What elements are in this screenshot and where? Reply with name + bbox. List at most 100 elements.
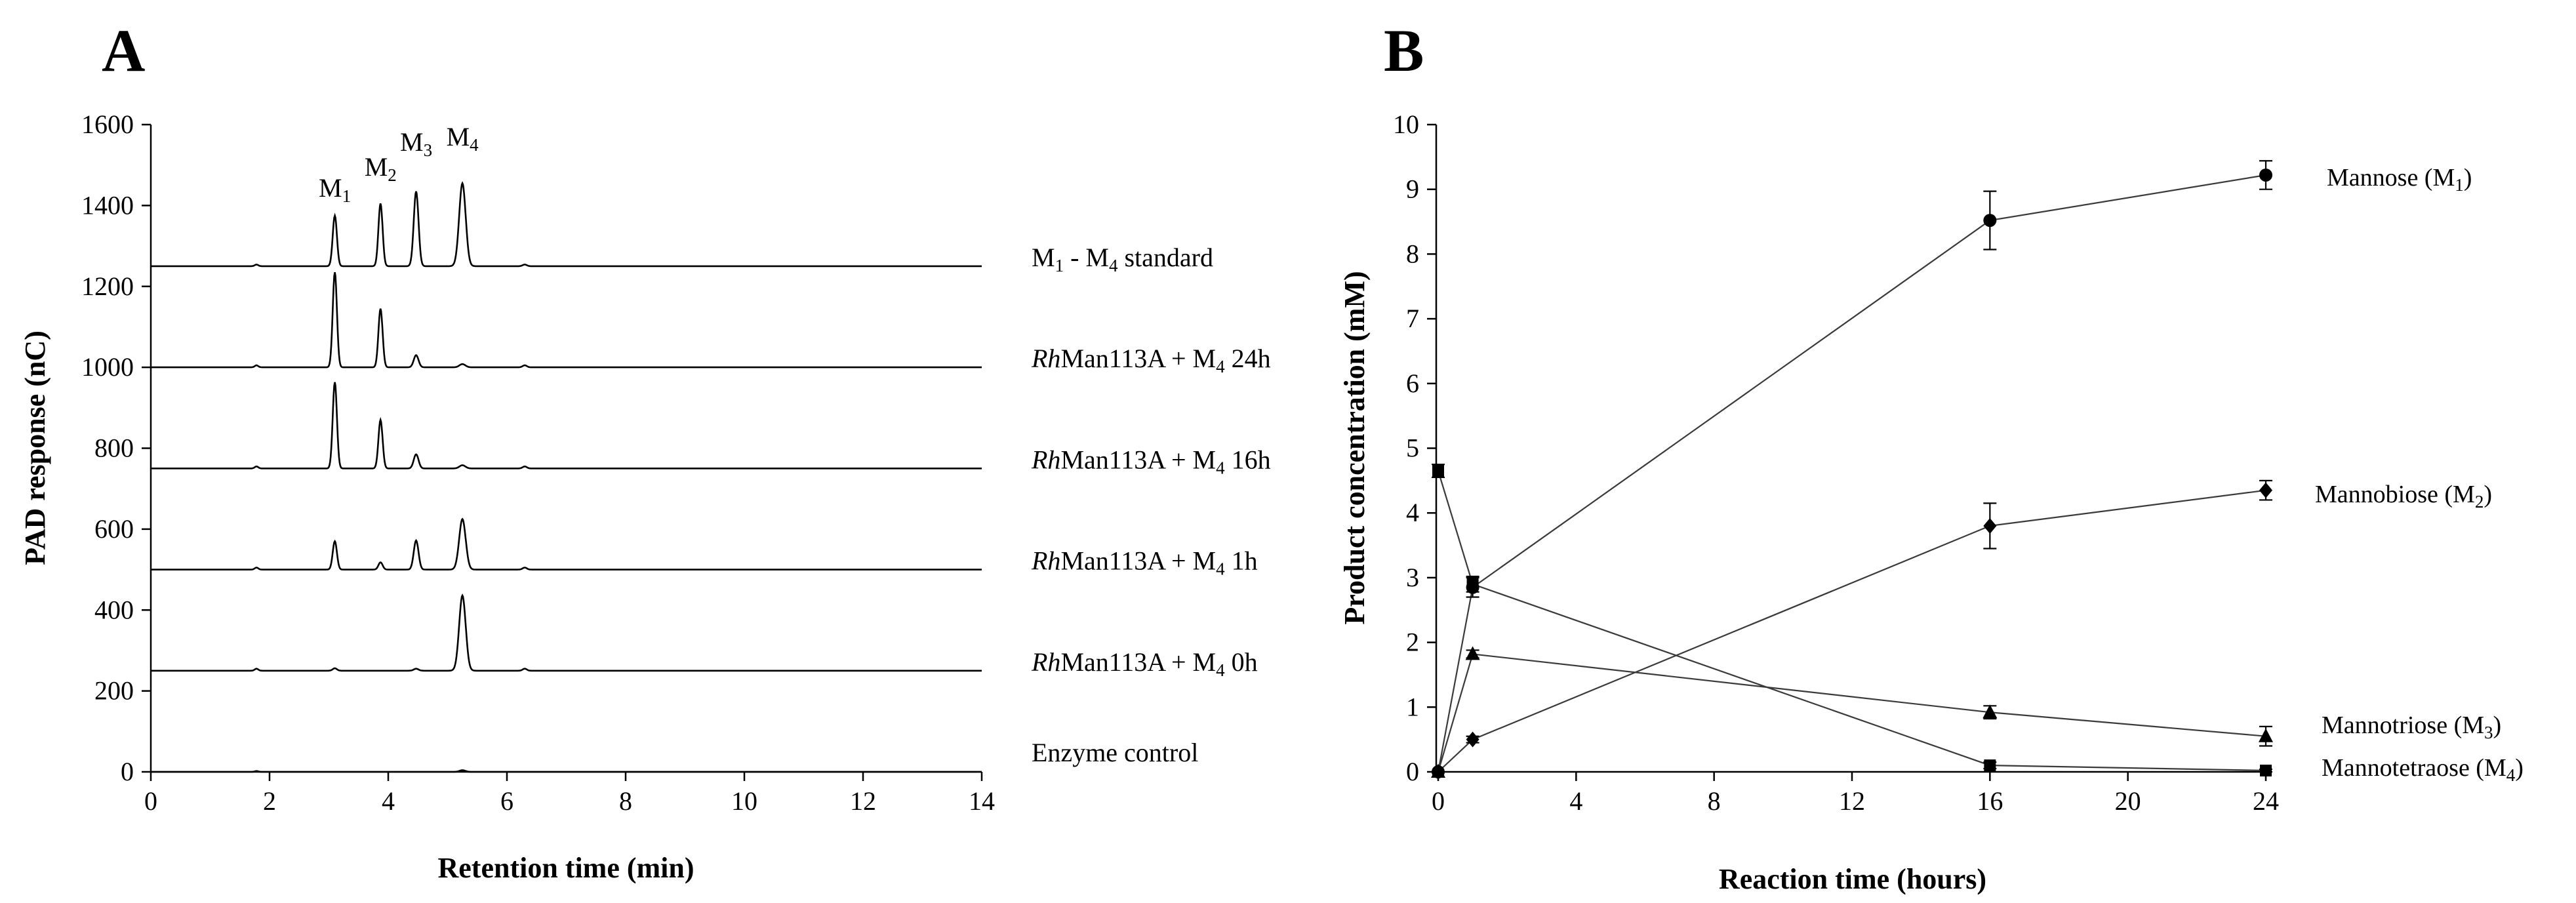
circle-marker — [2259, 168, 2272, 182]
x-tick-label: 12 — [850, 786, 876, 816]
x-tick-label: 24 — [2253, 786, 2279, 816]
chromatogram-trace — [151, 769, 982, 773]
trace-label-part: 1 — [1055, 255, 1064, 275]
trace-label-part: standard — [1117, 243, 1213, 272]
series-label: Mannotriose (M3) — [2322, 712, 2501, 742]
trace-label: RhMan113A + M4 16h — [1031, 445, 1271, 477]
y-tick-label: 600 — [94, 514, 134, 544]
peak-label-part: 2 — [388, 165, 397, 185]
series-label-part: 4 — [2506, 765, 2516, 785]
x-tick-label: 8 — [619, 786, 632, 816]
panel-a-x-ticks: 0 2 4 6 8 10 12 14 — [144, 772, 995, 816]
trace-label-part: Enzyme control — [1032, 738, 1198, 767]
series-line — [1438, 489, 2266, 773]
peak-label-part: M — [365, 152, 388, 182]
panel-b-x-ticks: 0 4 8 12 16 20 24 — [1432, 772, 2279, 816]
y-tick-label: 7 — [1406, 304, 1419, 333]
series-label-part: Mannotetraose (M — [2322, 754, 2506, 782]
y-tick-label: 5 — [1406, 433, 1419, 463]
trace-label-part: 4 — [1109, 255, 1118, 275]
panel-a: A 0 200 400 600 800 1000 1200 1400 1600 0 2 4 6 8 10 1… — [19, 17, 1271, 884]
x-tick-label: 0 — [144, 786, 157, 816]
peak-label: M2 — [365, 152, 397, 185]
series-label-part: ) — [2493, 712, 2502, 739]
x-tick-label: 2 — [263, 786, 276, 816]
trace-label-part: - M — [1064, 243, 1109, 272]
series-line — [1437, 653, 2266, 773]
trace-label: RhMan113A + M4 1h — [1031, 546, 1258, 579]
diamond-marker — [1466, 731, 1479, 748]
peak-label-part: 3 — [424, 140, 433, 160]
series-label-part: Mannose (M — [2327, 164, 2455, 191]
chromatogram-trace — [151, 593, 982, 672]
series-line — [1437, 470, 2266, 772]
y-tick-label: 8 — [1406, 239, 1419, 268]
y-tick-label: 1 — [1406, 692, 1419, 721]
triangle-marker — [1431, 764, 1445, 778]
panel-a-y-ticks: 0 200 400 600 800 1000 1200 1400 1600 — [81, 110, 151, 786]
panel-b-letter: B — [1384, 17, 1424, 84]
y-tick-label: 400 — [94, 595, 134, 624]
trace-label: RhMan113A + M4 24h — [1031, 344, 1271, 376]
trace-label-part: 4 — [1216, 458, 1225, 477]
trace-label: Enzyme control — [1032, 738, 1198, 767]
trace-label-part: M — [1032, 243, 1055, 272]
trace-label-part: 1h — [1225, 546, 1258, 576]
y-tick-label: 6 — [1406, 369, 1419, 398]
x-tick-label: 4 — [1569, 786, 1582, 816]
y-tick-label: 9 — [1406, 174, 1419, 204]
series-label: Mannobiose (M2) — [2315, 481, 2492, 512]
trace-label: RhMan113A + M4 0h — [1031, 647, 1258, 680]
y-tick-label: 200 — [94, 676, 134, 706]
chromatogram-trace — [151, 181, 982, 268]
x-tick-label: 16 — [1977, 786, 2003, 816]
diamond-marker — [2259, 482, 2272, 498]
circle-marker — [1983, 214, 1997, 228]
series-line — [1437, 174, 2266, 773]
panel-b-y-ticks: 0 1 2 3 4 5 6 7 8 9 10 — [1393, 110, 1436, 786]
x-tick-label: 12 — [1839, 786, 1865, 816]
peak-label-part: M — [319, 173, 342, 203]
series-label-part: 3 — [2484, 723, 2493, 742]
trace-label-part: 0h — [1225, 647, 1258, 677]
peak-label: M4 — [447, 122, 479, 155]
series-label-part: ) — [2515, 754, 2524, 782]
trace-label-part: Rh — [1031, 445, 1060, 474]
chromatogram-trace — [151, 382, 982, 470]
peak-label-part: M — [447, 122, 470, 151]
peak-label: M3 — [400, 127, 432, 160]
chromatogram-trace — [151, 517, 982, 571]
panel-b-series-lines — [1437, 174, 2266, 773]
square-marker — [2260, 765, 2272, 777]
trace-label-part: Man113A + M — [1060, 445, 1216, 474]
triangle-marker — [2259, 728, 2273, 742]
peak-label-part: M — [400, 127, 424, 157]
x-tick-label: 8 — [1708, 786, 1721, 816]
panel-b-markers — [1431, 168, 2273, 780]
series-label-part: ) — [2484, 481, 2492, 508]
trace-label-part: Man113A + M — [1060, 647, 1216, 677]
trace-label: M1 - M4 standard — [1032, 243, 1213, 275]
panel-a-traces — [151, 181, 982, 773]
peak-label: M1 — [319, 173, 351, 206]
panel-a-letter: A — [102, 17, 145, 84]
series-label: Mannose (M1) — [2327, 164, 2472, 195]
square-marker — [1984, 759, 1996, 772]
x-tick-label: 14 — [969, 786, 995, 816]
trace-label-part: Rh — [1031, 647, 1060, 677]
trace-label-part: 24h — [1225, 344, 1271, 373]
trace-label-part: 4 — [1216, 559, 1225, 578]
y-tick-label: 4 — [1406, 498, 1419, 527]
trace-label-part: Rh — [1031, 546, 1060, 576]
series-label-part: ) — [2464, 164, 2472, 191]
y-tick-label: 1000 — [81, 352, 134, 382]
panel-b-series-labels: Mannose (M1) Mannobiose (M2) Mannotriose (… — [2315, 164, 2524, 785]
x-tick-label: 0 — [1432, 786, 1445, 816]
trace-label-part: Man113A + M — [1060, 546, 1216, 576]
x-tick-label: 20 — [2115, 786, 2141, 816]
square-marker — [1432, 465, 1444, 477]
